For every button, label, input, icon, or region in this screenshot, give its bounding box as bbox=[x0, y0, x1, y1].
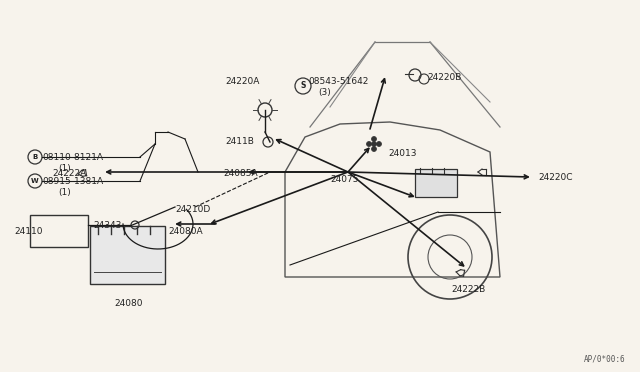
Text: 24220A: 24220A bbox=[225, 77, 259, 87]
Text: 24080A: 24080A bbox=[168, 228, 203, 237]
Text: 08915-1381A: 08915-1381A bbox=[42, 176, 103, 186]
Text: 08543-51642: 08543-51642 bbox=[308, 77, 369, 87]
Text: 24222B: 24222B bbox=[451, 285, 485, 295]
Circle shape bbox=[376, 141, 381, 147]
Text: (3): (3) bbox=[318, 89, 331, 97]
Text: AP/0*00:6: AP/0*00:6 bbox=[584, 355, 625, 364]
Text: 24110: 24110 bbox=[14, 228, 42, 237]
Text: 24220C: 24220C bbox=[538, 173, 573, 183]
Text: W: W bbox=[31, 178, 39, 184]
Circle shape bbox=[371, 141, 376, 147]
Circle shape bbox=[371, 147, 376, 151]
Text: 2411B: 2411B bbox=[225, 138, 254, 147]
Circle shape bbox=[371, 137, 376, 141]
Text: B: B bbox=[33, 154, 38, 160]
Text: 24343: 24343 bbox=[93, 221, 122, 230]
Circle shape bbox=[367, 141, 371, 147]
Text: 24080: 24080 bbox=[114, 299, 143, 308]
Text: (1): (1) bbox=[58, 164, 71, 173]
Text: 24013: 24013 bbox=[388, 150, 417, 158]
Text: 24210D: 24210D bbox=[175, 205, 211, 214]
Text: 24085A: 24085A bbox=[223, 170, 258, 179]
Text: 24222A: 24222A bbox=[52, 170, 86, 179]
Text: S: S bbox=[300, 81, 306, 90]
FancyBboxPatch shape bbox=[415, 169, 457, 197]
Text: 24075: 24075 bbox=[330, 174, 358, 183]
FancyBboxPatch shape bbox=[90, 226, 165, 284]
Text: 24220B: 24220B bbox=[427, 73, 461, 81]
Text: 08110-8121A: 08110-8121A bbox=[42, 153, 103, 161]
Text: (1): (1) bbox=[58, 187, 71, 196]
